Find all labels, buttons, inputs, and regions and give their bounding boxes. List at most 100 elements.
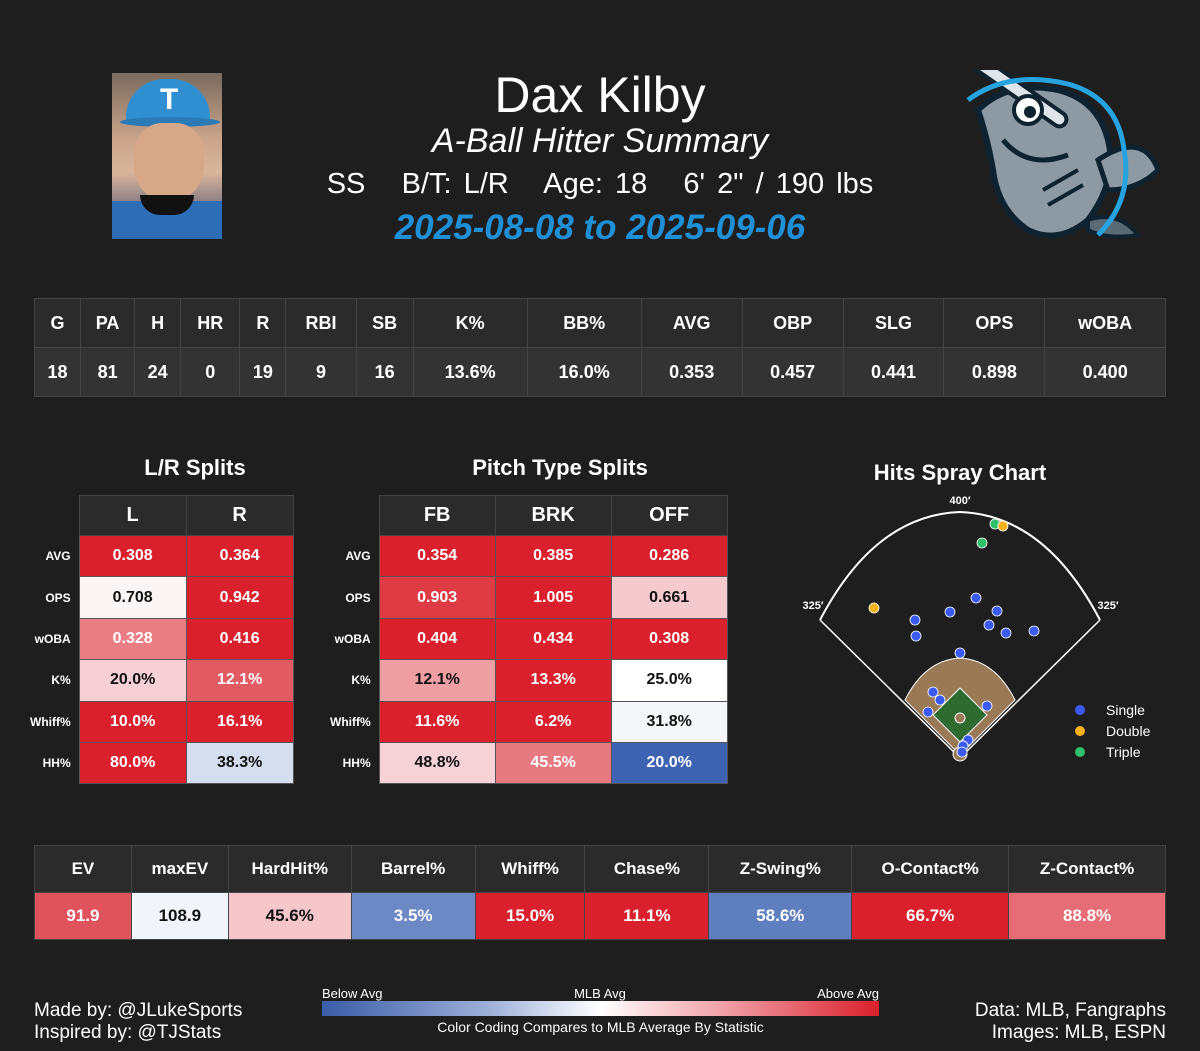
- hit-point-single: [983, 619, 995, 631]
- stats-value: 0.400: [1044, 347, 1166, 397]
- hit-point-double: [868, 602, 880, 614]
- split-cell: 0.708: [78, 576, 187, 619]
- player-photo: T: [112, 73, 222, 239]
- legend-marker: [1075, 747, 1085, 757]
- split-row-label: K%: [51, 673, 71, 688]
- split-row-label: Whiff%: [330, 714, 371, 729]
- pitch-splits-title: Pitch Type Splits: [472, 455, 648, 480]
- hit-point-single: [954, 647, 966, 659]
- split-cell: 16.1%: [185, 700, 294, 743]
- advanced-header: Z-Swing%: [708, 845, 853, 893]
- data-source: Data: MLB, Fangraphs: [974, 1000, 1166, 1021]
- split-row-label: AVG: [345, 549, 371, 564]
- split-cell: 0.308: [78, 534, 187, 578]
- split-row-label: HH%: [42, 756, 71, 771]
- advanced-value: 91.9: [34, 892, 132, 940]
- advanced-header: maxEV: [130, 845, 229, 893]
- advanced-value: 58.6%: [708, 892, 853, 940]
- split-row-label: OPS: [45, 590, 71, 605]
- advanced-header: O-Contact%: [851, 845, 1010, 893]
- lf-distance-label: 325′: [803, 600, 824, 612]
- hit-point-single: [922, 706, 934, 718]
- advanced-value: 3.5%: [350, 892, 476, 940]
- lr-splits-table: L R AVG 0.308 0.364 OPS 0.708 0.942 wOBA 0.328 0.4…: [30, 495, 294, 785]
- hit-point-triple: [976, 537, 988, 549]
- split-column-header: FB: [378, 495, 496, 536]
- split-cell: 13.3%: [494, 659, 612, 702]
- split-row-label: wOBA: [334, 631, 371, 646]
- colorbar-mid-label: MLB Avg: [574, 986, 626, 1001]
- split-column-header: OFF: [610, 495, 728, 536]
- hit-point-double: [997, 520, 1009, 532]
- hit-point-single: [956, 746, 968, 758]
- advanced-value: 11.1%: [584, 892, 710, 940]
- split-column-header: R: [185, 495, 294, 536]
- advanced-value: 45.6%: [227, 892, 352, 940]
- split-cell: 12.1%: [185, 659, 294, 702]
- advanced-header: Whiff%: [474, 845, 586, 893]
- cap-letter: T: [160, 83, 179, 116]
- hit-point-single: [944, 606, 956, 618]
- hit-point-single: [981, 700, 993, 712]
- split-cell: 0.354: [378, 534, 496, 578]
- advanced-header: EV: [34, 845, 132, 893]
- stats-header: OPS: [943, 298, 1046, 348]
- stats-header: K%: [412, 298, 528, 348]
- split-column-header: L: [78, 495, 187, 536]
- hit-point-single: [1000, 627, 1012, 639]
- split-cell: 0.661: [610, 576, 728, 619]
- split-row-label: AVG: [45, 549, 71, 564]
- split-cell: 20.0%: [78, 659, 187, 702]
- hit-point-single: [910, 630, 922, 642]
- stats-value: 0.898: [943, 347, 1046, 397]
- made-by-credit: Made by: @JLukeSports: [34, 1000, 243, 1021]
- split-cell: 0.903: [378, 576, 496, 619]
- split-cell: 0.404: [378, 617, 496, 661]
- split-row-label: HH%: [342, 756, 371, 771]
- legend-label: Triple: [1106, 744, 1141, 760]
- legend-marker: [1075, 705, 1085, 715]
- advanced-header: Barrel%: [350, 845, 476, 893]
- hit-point-single: [1028, 625, 1040, 637]
- advanced-header: Chase%: [584, 845, 710, 893]
- split-cell: 38.3%: [185, 741, 294, 785]
- team-logo-fish-icon: [963, 70, 1161, 239]
- split-row-label: wOBA: [34, 631, 71, 646]
- stats-header: G: [33, 298, 82, 348]
- stats-header: RBI: [285, 298, 357, 348]
- hit-point-single: [927, 686, 939, 698]
- hit-point-single: [970, 592, 982, 604]
- stats-header: SB: [355, 298, 414, 348]
- legend-marker: [1075, 726, 1085, 736]
- stats-value: 18: [33, 347, 82, 397]
- page-subtitle: A-Ball Hitter Summary: [431, 122, 769, 160]
- advanced-value: 15.0%: [474, 892, 586, 940]
- spray-chart: 400′ 325′ 325′ Single Double Triple: [803, 495, 1151, 762]
- split-cell: 25.0%: [610, 659, 728, 702]
- stats-value: 24: [134, 347, 182, 397]
- split-cell: 48.8%: [378, 741, 496, 785]
- stats-value: 16: [355, 347, 414, 397]
- split-row-label: Whiff%: [30, 714, 71, 729]
- stats-header: AVG: [640, 298, 743, 348]
- date-range: 2025-08-08 to 2025-09-06: [394, 208, 806, 247]
- rf-distance-label: 325′: [1098, 600, 1119, 612]
- inspired-by-credit: Inspired by: @TJStats: [34, 1022, 222, 1043]
- colorbar-above-label: Above Avg: [817, 986, 879, 1001]
- stats-header: BB%: [526, 298, 642, 348]
- stats-value: 0.353: [640, 347, 743, 397]
- split-cell: 12.1%: [378, 659, 496, 702]
- split-cell: 0.942: [185, 576, 294, 619]
- split-cell: 10.0%: [78, 700, 187, 743]
- left-foul-line: [819, 619, 961, 759]
- split-cell: 0.286: [610, 534, 728, 578]
- split-cell: 11.6%: [378, 700, 496, 743]
- split-cell: 0.328: [78, 617, 187, 661]
- right-foul-line: [959, 619, 1101, 759]
- cf-distance-label: 400′: [950, 495, 971, 507]
- image-source: Images: MLB, ESPN: [991, 1022, 1166, 1043]
- hit-point-single: [991, 605, 1003, 617]
- season-stats-table: G PA H HR R RBI SB K% BB% AVG OBP SLG OPS wOBA 18 81 24…: [33, 298, 1166, 397]
- advanced-stats-table: EV maxEV HardHit% Barrel% Whiff% Chase% Z-Swin…: [34, 845, 1166, 940]
- stats-header: HR: [180, 298, 241, 348]
